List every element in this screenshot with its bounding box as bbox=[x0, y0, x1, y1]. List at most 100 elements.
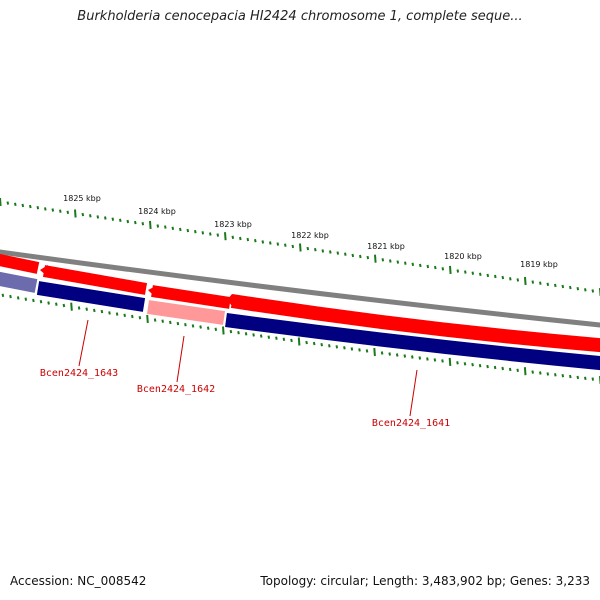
forward-strand-arrow bbox=[148, 286, 156, 298]
kbp-label: 1822 kbp bbox=[291, 231, 329, 240]
minor-tick bbox=[381, 258, 385, 262]
gene-label-group[interactable]: Bcen2424_1641 bbox=[372, 369, 450, 429]
minor-tick bbox=[246, 237, 250, 242]
minor-tick bbox=[47, 301, 50, 305]
minor-tick bbox=[591, 289, 595, 293]
minor-tick bbox=[290, 338, 293, 343]
map-title: Burkholderia cenocepacia HI2424 chromoso… bbox=[77, 9, 523, 24]
accession-text: Accession: NC_008542 bbox=[10, 574, 147, 588]
minor-tick bbox=[569, 374, 572, 379]
minor-tick bbox=[539, 371, 542, 375]
gene-label[interactable]: Bcen2424_1643 bbox=[40, 368, 118, 379]
forward-strand-cds[interactable] bbox=[230, 294, 600, 353]
minor-tick bbox=[269, 241, 272, 245]
minor-tick bbox=[66, 210, 70, 214]
minor-tick bbox=[115, 312, 119, 316]
minor-tick bbox=[14, 202, 17, 206]
minor-tick bbox=[389, 259, 392, 263]
minor-tick bbox=[123, 313, 126, 317]
minor-tick bbox=[209, 232, 212, 236]
minor-tick bbox=[141, 222, 145, 226]
forward-strand-cds[interactable] bbox=[42, 265, 148, 295]
minor-tick bbox=[284, 243, 287, 247]
major-tick bbox=[374, 254, 377, 263]
gene-label-group[interactable]: Bcen2424_1642 bbox=[137, 335, 215, 395]
minor-tick bbox=[134, 220, 137, 225]
major-tick bbox=[224, 232, 227, 241]
minor-tick bbox=[32, 298, 35, 303]
minor-tick bbox=[404, 261, 407, 265]
gene-label[interactable]: Bcen2424_1642 bbox=[137, 384, 215, 395]
minor-tick bbox=[36, 206, 40, 210]
minor-tick bbox=[359, 254, 362, 259]
minor-tick bbox=[89, 214, 92, 218]
forward-strand-arrow bbox=[40, 265, 48, 277]
minor-tick bbox=[411, 262, 415, 266]
minor-tick bbox=[214, 327, 218, 331]
minor-tick bbox=[441, 359, 444, 363]
gene-label-leader bbox=[409, 369, 418, 417]
minor-tick bbox=[111, 217, 115, 221]
minor-tick bbox=[1, 293, 5, 297]
minor-tick bbox=[275, 336, 278, 340]
reverse-strand-cds[interactable] bbox=[36, 281, 146, 312]
minor-tick bbox=[16, 296, 20, 300]
minor-tick bbox=[486, 273, 490, 278]
minor-tick bbox=[9, 294, 12, 299]
minor-tick bbox=[471, 271, 475, 275]
backbone-ring bbox=[0, 249, 600, 328]
minor-tick bbox=[21, 203, 25, 208]
minor-tick bbox=[267, 335, 271, 339]
minor-tick bbox=[237, 331, 240, 335]
major-tick bbox=[0, 197, 2, 207]
minor-tick bbox=[6, 201, 10, 205]
minor-tick bbox=[179, 227, 182, 232]
minor-tick bbox=[501, 366, 504, 371]
minor-tick bbox=[29, 204, 32, 209]
minor-tick bbox=[24, 297, 28, 301]
minor-tick bbox=[184, 323, 187, 327]
minor-tick bbox=[576, 287, 580, 291]
minor-tick bbox=[539, 281, 542, 285]
kbp-label: 1819 kbp bbox=[520, 260, 558, 269]
minor-tick bbox=[584, 288, 587, 292]
reverse-strand-cds[interactable] bbox=[0, 271, 38, 293]
forward-strand-cds[interactable] bbox=[0, 253, 40, 274]
minor-tick bbox=[194, 230, 197, 234]
minor-tick bbox=[358, 348, 361, 352]
reverse-strand-cds[interactable] bbox=[146, 300, 226, 325]
minor-tick bbox=[108, 311, 111, 315]
minor-tick bbox=[55, 302, 58, 306]
minor-tick bbox=[366, 255, 370, 260]
minor-tick bbox=[254, 239, 257, 243]
minor-tick bbox=[441, 267, 445, 271]
reverse-strand-cds[interactable] bbox=[225, 313, 600, 371]
minor-tick bbox=[584, 376, 587, 380]
kbp-label: 1820 kbp bbox=[444, 252, 482, 261]
minor-tick bbox=[433, 358, 437, 362]
major-tick bbox=[373, 347, 376, 357]
minor-tick bbox=[335, 345, 339, 349]
minor-tick bbox=[77, 306, 81, 310]
minor-tick bbox=[321, 249, 325, 253]
minor-tick bbox=[191, 324, 195, 328]
gene-label-leader bbox=[176, 335, 185, 383]
minor-tick bbox=[126, 219, 130, 224]
gene-label-group[interactable]: Bcen2424_1643 bbox=[40, 319, 118, 379]
minor-tick bbox=[486, 364, 489, 369]
forward-strand-cds[interactable] bbox=[151, 285, 231, 309]
minor-tick bbox=[314, 248, 317, 252]
minor-tick bbox=[464, 270, 467, 274]
minor-tick bbox=[93, 308, 96, 313]
minor-tick bbox=[471, 363, 474, 367]
kbp-label: 1823 kbp bbox=[214, 220, 252, 229]
minor-tick bbox=[171, 226, 175, 230]
major-tick bbox=[524, 276, 527, 286]
major-tick bbox=[449, 265, 452, 274]
minor-tick bbox=[320, 343, 323, 347]
gene-label[interactable]: Bcen2424_1641 bbox=[372, 418, 450, 429]
major-tick bbox=[146, 314, 149, 323]
minor-tick bbox=[169, 320, 172, 325]
minor-tick bbox=[456, 361, 459, 365]
